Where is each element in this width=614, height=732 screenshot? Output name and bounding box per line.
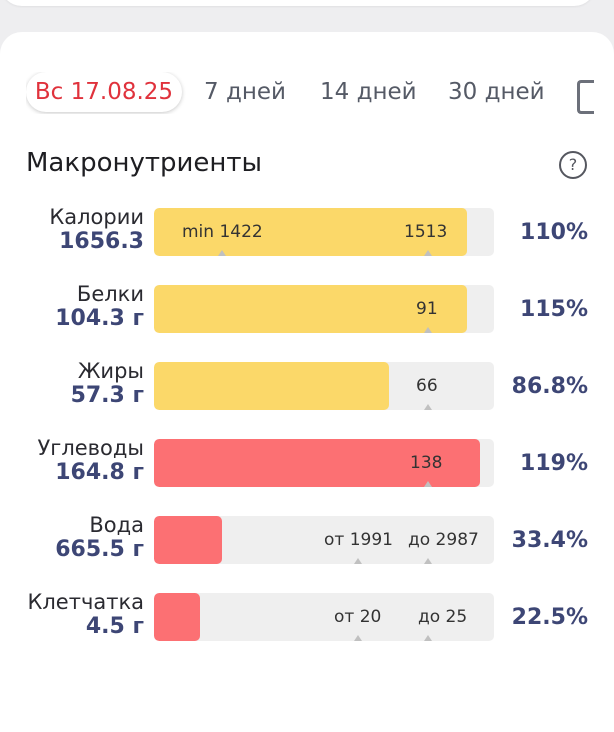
progress-track: 66 [154,362,494,410]
percent-value: 22.5% [511,605,588,630]
progress-fill [154,439,481,487]
row-fat: Жиры 57.3 г 66 86.8% [0,358,614,412]
row-name: Калории [49,205,144,229]
progress-track: 91 [154,285,494,333]
max-label: до 25 [418,607,468,627]
row-name: Вода [89,513,144,537]
percent-value: 115% [520,297,588,322]
progress-fill [154,285,467,333]
percent-value: 119% [520,451,588,476]
tab-day[interactable]: Вс 17.08.25 [26,72,182,112]
row-amount: 164.8 г [55,460,144,485]
tab-30-days[interactable]: 30 дней [448,79,545,105]
row-protein: Белки 104.3 г 91 115% [0,281,614,335]
progress-track: от 20 до 25 [154,593,494,641]
row-water: Вода 665.5 г от 1991 до 2987 33.4% [0,512,614,566]
percent-value: 33.4% [511,528,588,553]
row-name: Клетчатка [27,590,144,614]
min-label: min 1422 [182,222,263,242]
help-icon[interactable]: ? [559,151,587,179]
row-fiber: Клетчатка 4.5 г от 20 до 25 22.5% [0,589,614,643]
row-amount: 4.5 г [85,614,144,639]
min-label: от 1991 [324,530,393,550]
min-label: от 20 [334,607,382,627]
row-amount: 57.3 г [70,383,144,408]
progress-fill [154,593,200,641]
min-tick [354,558,362,564]
target-tick [424,327,432,333]
target-label: 138 [410,453,443,473]
target-label: 66 [416,376,438,396]
target-label: 1513 [404,222,448,242]
min-tick [354,635,362,641]
min-tick [218,250,226,256]
progress-track: от 1991 до 2987 [154,516,494,564]
tab-14-days[interactable]: 14 дней [320,79,417,105]
section-title: Макронутриенты [26,148,263,178]
progress-fill [154,516,222,564]
row-carbs: Углеводы 164.8 г 138 119% [0,435,614,489]
row-amount: 1656.3 [59,229,144,254]
target-label: 91 [416,299,438,319]
previous-card [0,0,596,6]
progress-track: 138 [154,439,494,487]
row-amount: 665.5 г [55,537,144,562]
percent-value: 110% [520,220,588,245]
target-tick [424,481,432,487]
target-tick [424,404,432,410]
row-name: Углеводы [37,436,145,460]
percent-value: 86.8% [511,374,588,399]
max-label: до 2987 [408,530,479,550]
max-tick [424,635,432,641]
progress-fill [154,362,389,410]
progress-track: min 1422 1513 [154,208,494,256]
row-calories: Калории 1656.3 min 1422 1513 110% [0,204,614,258]
period-tabs: Вс 17.08.25 7 дней 14 дней 30 дней [26,72,614,114]
row-name: Жиры [77,359,144,383]
max-tick [424,558,432,564]
row-amount: 104.3 г [55,306,144,331]
target-tick [424,250,432,256]
tab-7-days[interactable]: 7 дней [204,79,286,105]
calendar-icon[interactable] [577,80,594,114]
row-name: Белки [76,282,144,306]
progress-fill [154,208,467,256]
